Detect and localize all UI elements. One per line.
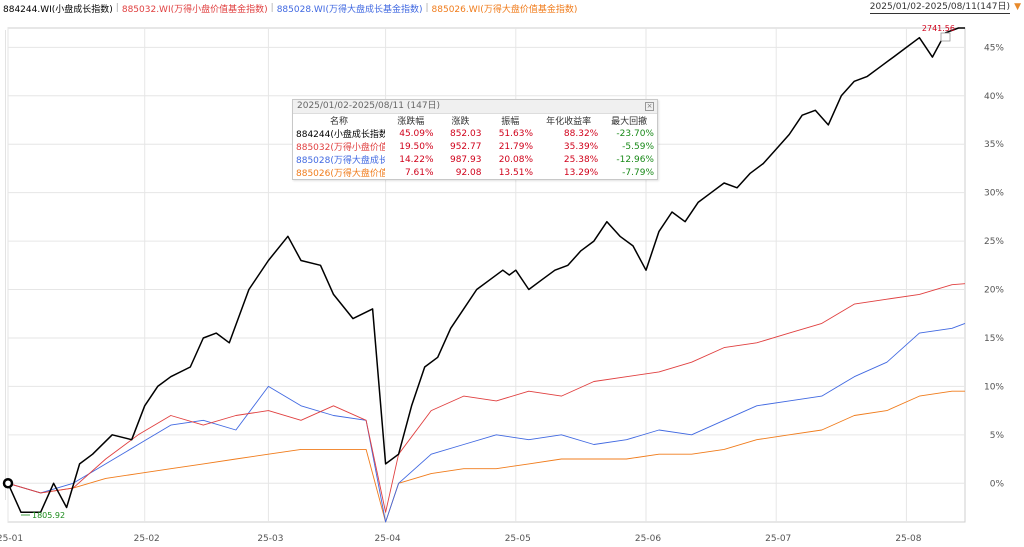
table-row[interactable]: 885026(万得大盘价值基金指数) 7.61% 92.08 13.51% 13…: [293, 166, 657, 180]
row-annual-return: 25.38%: [563, 154, 599, 165]
row-max-drawdown: -12.96%: [616, 154, 654, 165]
x-tick-label: 25-06: [635, 534, 661, 544]
legend-separator: |: [270, 3, 274, 13]
y-tick-label: 40%: [984, 92, 1004, 102]
row-max-drawdown: -23.70%: [616, 128, 654, 139]
y-tick-label: 45%: [984, 43, 1004, 53]
header-chg-pct: 涨跌幅: [397, 117, 425, 127]
y-tick-label: 20%: [984, 286, 1004, 296]
table-row[interactable]: 884244(小盘成长指数) 45.09% 852.03 51.63% 88.3…: [293, 127, 657, 141]
min-value-label: 1805.92: [32, 511, 65, 520]
stats-table: 名称 涨跌幅 涨跌 振幅 年化收益率 最大回撤 884244(小盘成长指数) 4…: [293, 114, 657, 179]
date-range-selector[interactable]: 2025/01/02-2025/08/11(147日): [869, 2, 1010, 14]
row-chg: 952.77: [449, 141, 482, 152]
origin-marker-icon: [2, 478, 14, 489]
row-annual-return: 13.29%: [563, 167, 599, 178]
x-tick-label: 25-01: [0, 534, 23, 544]
row-chg-pct: 14.22%: [399, 154, 434, 165]
row-chg-pct: 19.50%: [399, 141, 434, 152]
series-layer: [7, 27, 966, 523]
row-chg-pct: 7.61%: [404, 167, 434, 178]
stats-title: 2025/01/02-2025/08/11 (147日): [297, 101, 441, 111]
header-name: 名称: [329, 117, 348, 127]
x-tick-label: 25-08: [895, 534, 921, 544]
header-amplitude: 振幅: [501, 117, 520, 127]
row-chg-pct: 45.09%: [399, 128, 434, 139]
legend-item-885032[interactable]: 885032.WI(万得小盘价值基金指数): [121, 4, 268, 15]
row-amplitude: 21.79%: [498, 141, 534, 152]
expand-icon: [940, 32, 951, 42]
close-icon[interactable]: ×: [645, 102, 654, 111]
series-line-3: [7, 390, 965, 523]
legend-bar: 884244.WI(小盘成长指数) | 885032.WI(万得小盘价值基金指数…: [0, 0, 1024, 16]
y-tick-label: 15%: [984, 334, 1004, 344]
x-tick-label: 25-03: [257, 534, 283, 544]
row-name: 885026(万得大盘价值基金指数): [296, 169, 385, 179]
row-chg: 987.93: [449, 154, 482, 165]
row-amplitude: 20.08%: [498, 154, 534, 165]
series-line-1: [7, 283, 966, 513]
series-line-2: [7, 322, 966, 523]
legend-item-884244[interactable]: 884244.WI(小盘成长指数): [3, 4, 113, 15]
x-tick-label: 25-04: [375, 534, 401, 544]
stats-header-row: 名称 涨跌幅 涨跌 振幅 年化收益率 最大回撤: [293, 114, 657, 127]
header-max-drawdown: 最大回撤: [611, 117, 648, 127]
row-annual-return: 88.32%: [563, 128, 599, 139]
row-annual-return: 35.39%: [563, 141, 599, 152]
table-row[interactable]: 885028(万得大盘成长基金指数) 14.22% 987.93 20.08% …: [293, 153, 657, 167]
row-chg: 92.08: [455, 167, 482, 178]
header-annual-return: 年化收益率: [546, 117, 592, 127]
y-tick-label: 25%: [984, 237, 1004, 247]
row-name: 885028(万得大盘成长基金指数): [296, 156, 385, 166]
x-tick-label: 25-05: [505, 534, 531, 544]
legend-item-885028[interactable]: 885028.WI(万得大盘成长基金指数): [276, 4, 423, 15]
stats-panel: 2025/01/02-2025/08/11 (147日) × 名称 涨跌幅 涨跌…: [292, 99, 658, 180]
y-tick-label: 30%: [984, 189, 1004, 199]
row-name: 885032(万得小盘价值基金指数): [296, 143, 385, 153]
legend-separator: |: [115, 3, 119, 13]
y-tick-label: 5%: [990, 431, 1005, 441]
y-tick-label: 35%: [984, 140, 1004, 150]
row-max-drawdown: -5.59%: [622, 141, 654, 152]
series-line-0: [7, 27, 965, 514]
row-chg: 852.03: [449, 128, 482, 139]
max-value-label: 2741.56: [922, 24, 955, 33]
x-tick-label: 25-02: [134, 534, 160, 544]
header-chg: 涨跌: [451, 117, 470, 127]
stats-panel-header: 2025/01/02-2025/08/11 (147日) ×: [293, 100, 657, 114]
dropdown-arrow-icon[interactable]: ▼: [1014, 2, 1021, 12]
x-tick-label: 25-07: [765, 534, 791, 544]
label-layer: 0% 5% 10% 15% 20% 25% 30% 35% 40% 45% 25-01 25-02 25…: [0, 24, 1004, 544]
row-name: 884244(小盘成长指数): [296, 130, 385, 140]
legend-separator: |: [425, 3, 429, 13]
left-scroll-strip[interactable]: [0, 30, 6, 500]
y-tick-label: 10%: [984, 382, 1004, 392]
table-row[interactable]: 885032(万得小盘价值基金指数) 19.50% 952.77 21.79% …: [293, 140, 657, 154]
legend-item-885026[interactable]: 885026.WI(万得大盘价值基金指数): [431, 4, 578, 15]
row-max-drawdown: -7.79%: [622, 167, 654, 178]
y-tick-label: 0%: [990, 479, 1005, 489]
row-amplitude: 13.51%: [498, 167, 534, 178]
row-amplitude: 51.63%: [498, 128, 534, 139]
